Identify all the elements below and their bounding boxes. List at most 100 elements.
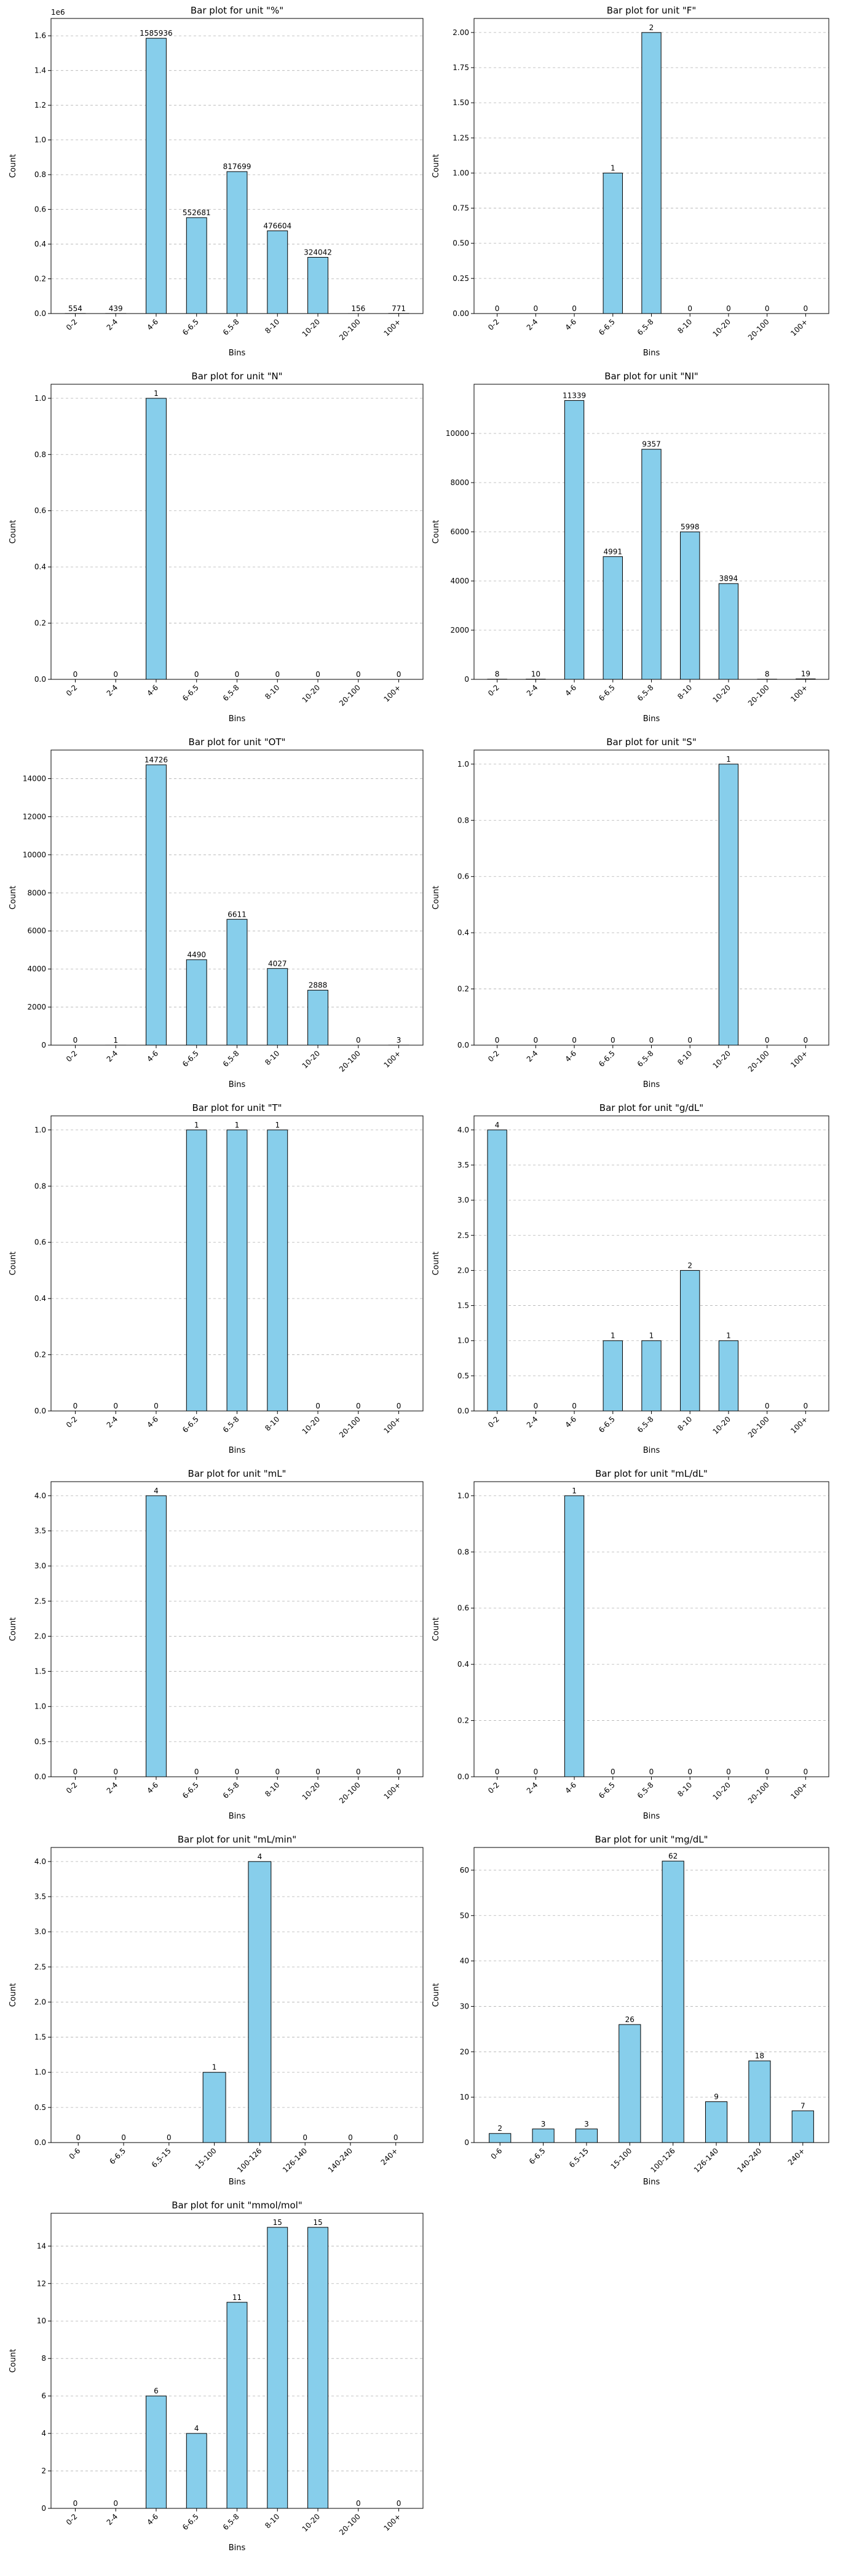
bar-value-label: 1 xyxy=(649,1332,654,1340)
y-tick-label: 0.8 xyxy=(34,1182,46,1190)
bar-value-label: 18 xyxy=(755,2052,764,2060)
x-tick-label: 6.5-8 xyxy=(221,683,241,703)
x-tick-label: 100+ xyxy=(382,2512,402,2532)
x-tick-label: 20-100 xyxy=(338,1780,362,1805)
bar xyxy=(146,764,167,1046)
x-tick-label: 4-6 xyxy=(563,1415,578,1429)
y-tick-label: 4.0 xyxy=(457,1126,469,1134)
bar-value-label: 11339 xyxy=(563,391,586,400)
bar-value-label: 1 xyxy=(212,2063,217,2072)
bar xyxy=(267,968,288,1046)
x-tick-label: 6-6.5 xyxy=(597,1415,617,1434)
x-tick-label: 6-6.5 xyxy=(528,2146,547,2166)
y-tick-label: 10000 xyxy=(446,429,469,438)
bar-value-label: 0 xyxy=(495,1768,500,1776)
x-axis-label: Bins xyxy=(229,349,246,358)
x-tick-label: 20-100 xyxy=(338,317,362,342)
y-tick-label: 0.2 xyxy=(34,619,46,628)
y-axis-label: Count xyxy=(9,1252,18,1276)
y-tick-label: 0.5 xyxy=(34,2103,46,2112)
bar-value-label: 0 xyxy=(356,670,361,679)
bar-value-label: 0 xyxy=(804,1768,809,1776)
y-axis-label: Count xyxy=(432,886,441,910)
x-axis-label: Bins xyxy=(643,1812,660,1821)
bar-value-label: 0 xyxy=(76,2133,81,2142)
x-tick-label: 126-140 xyxy=(281,2146,309,2174)
bar xyxy=(146,38,167,314)
y-tick-label: 0.2 xyxy=(34,275,46,283)
y-tick-label: 1.75 xyxy=(453,63,469,72)
chart-title: Bar plot for unit "T" xyxy=(192,1102,282,1113)
bar-value-label: 0 xyxy=(73,1402,78,1410)
y-tick-label: 4000 xyxy=(27,965,46,973)
bar-value-label: 0 xyxy=(113,1402,118,1410)
bar xyxy=(267,230,288,314)
bar xyxy=(641,32,662,314)
bar-value-label: 0 xyxy=(495,1036,500,1045)
x-tick-label: 2-4 xyxy=(105,1415,120,1429)
bar-value-label: 0 xyxy=(687,1036,692,1045)
bar xyxy=(307,2227,328,2509)
bar-value-label: 0 xyxy=(275,670,280,679)
bar-value-label: 0 xyxy=(235,670,240,679)
bar-value-label: 0 xyxy=(167,2133,172,2142)
y-tick-label: 4.0 xyxy=(34,1857,46,1866)
bar-value-label: 0 xyxy=(315,1402,320,1410)
x-tick-label: 2-4 xyxy=(105,1049,120,1064)
bar-value-label: 1 xyxy=(235,1121,240,1129)
bar-value-label: 1585936 xyxy=(140,29,172,38)
bar xyxy=(226,2302,248,2509)
y-tick-label: 0 xyxy=(41,2504,46,2513)
bar xyxy=(662,1860,684,2143)
y-tick-label: 0.0 xyxy=(34,675,46,684)
x-tick-label: 100+ xyxy=(789,1049,809,1069)
x-tick-label: 0-6 xyxy=(489,2146,504,2161)
x-tick-label: 2-4 xyxy=(525,317,540,332)
x-tick-label: 20-100 xyxy=(746,1780,771,1805)
bar-value-label: 4 xyxy=(495,1121,500,1129)
bar-chart-panel: 0 0 4 0 0 0 0 0 0 0.0 0.5 1.0 1.5 2.0 2.5 3.0 3.5 4.0 0-2 2… xyxy=(9,1468,424,1821)
axes-frame xyxy=(473,1847,829,2143)
y-tick-label: 1.25 xyxy=(453,133,469,142)
y-tick-label: 6000 xyxy=(27,926,46,935)
x-tick-label: 126-140 xyxy=(692,2146,720,2174)
x-tick-label: 10-20 xyxy=(711,683,732,705)
chart-title: Bar plot for unit "OT" xyxy=(189,737,286,748)
y-tick-label: 12000 xyxy=(23,812,46,821)
bar xyxy=(718,764,739,1046)
x-tick-label: 6-6.5 xyxy=(181,1780,200,1800)
x-tick-label: 2-4 xyxy=(525,683,540,698)
bar xyxy=(186,959,207,1046)
x-tick-label: 4-6 xyxy=(145,1415,160,1429)
bar-value-label: 3 xyxy=(584,2120,589,2128)
bar-value-label: 0 xyxy=(275,1768,280,1776)
y-tick-label: 50 xyxy=(460,1911,469,1920)
bar-value-label: 0 xyxy=(356,2499,361,2508)
bar-value-label: 476604 xyxy=(263,221,291,230)
y-tick-label: 3.5 xyxy=(34,1892,46,1901)
y-axis-label: Count xyxy=(432,154,441,178)
x-axis-label: Bins xyxy=(643,1080,660,1089)
bar xyxy=(146,398,167,680)
bar-value-label: 1 xyxy=(726,1332,731,1340)
bar-chart-panel: 554 439 1585936 552681 817699 476604 324042 156… xyxy=(9,5,424,358)
bar-value-label: 817699 xyxy=(223,162,251,171)
y-tick-label: 2.00 xyxy=(453,28,469,37)
x-tick-label: 10-20 xyxy=(711,1415,732,1436)
x-tick-label: 20-100 xyxy=(338,1415,362,1439)
bar-value-label: 0 xyxy=(765,304,770,313)
y-tick-label: 0 xyxy=(464,2138,469,2147)
y-axis-label: Count xyxy=(432,1983,441,2007)
bar-value-label: 0 xyxy=(611,1036,615,1045)
y-tick-label: 0.4 xyxy=(34,1294,46,1303)
y-tick-label: 0.6 xyxy=(34,205,46,214)
x-tick-label: 10-20 xyxy=(301,683,322,705)
bar xyxy=(575,2128,598,2143)
chart-title: Bar plot for unit "F" xyxy=(607,5,697,16)
bar xyxy=(487,1129,507,1412)
x-tick-label: 6.5-8 xyxy=(221,1780,241,1800)
axes-frame xyxy=(473,749,829,1046)
x-tick-label: 6.5-15 xyxy=(567,2146,590,2169)
bar-chart-panel: 0 0 0 1 4 0 0 0 0.0 0.5 1.0 1.5 2.0 2.5 3.0 3.5 4.0 0-6 6-… xyxy=(9,1834,424,2187)
x-tick-label: 6.5-8 xyxy=(221,1415,241,1434)
